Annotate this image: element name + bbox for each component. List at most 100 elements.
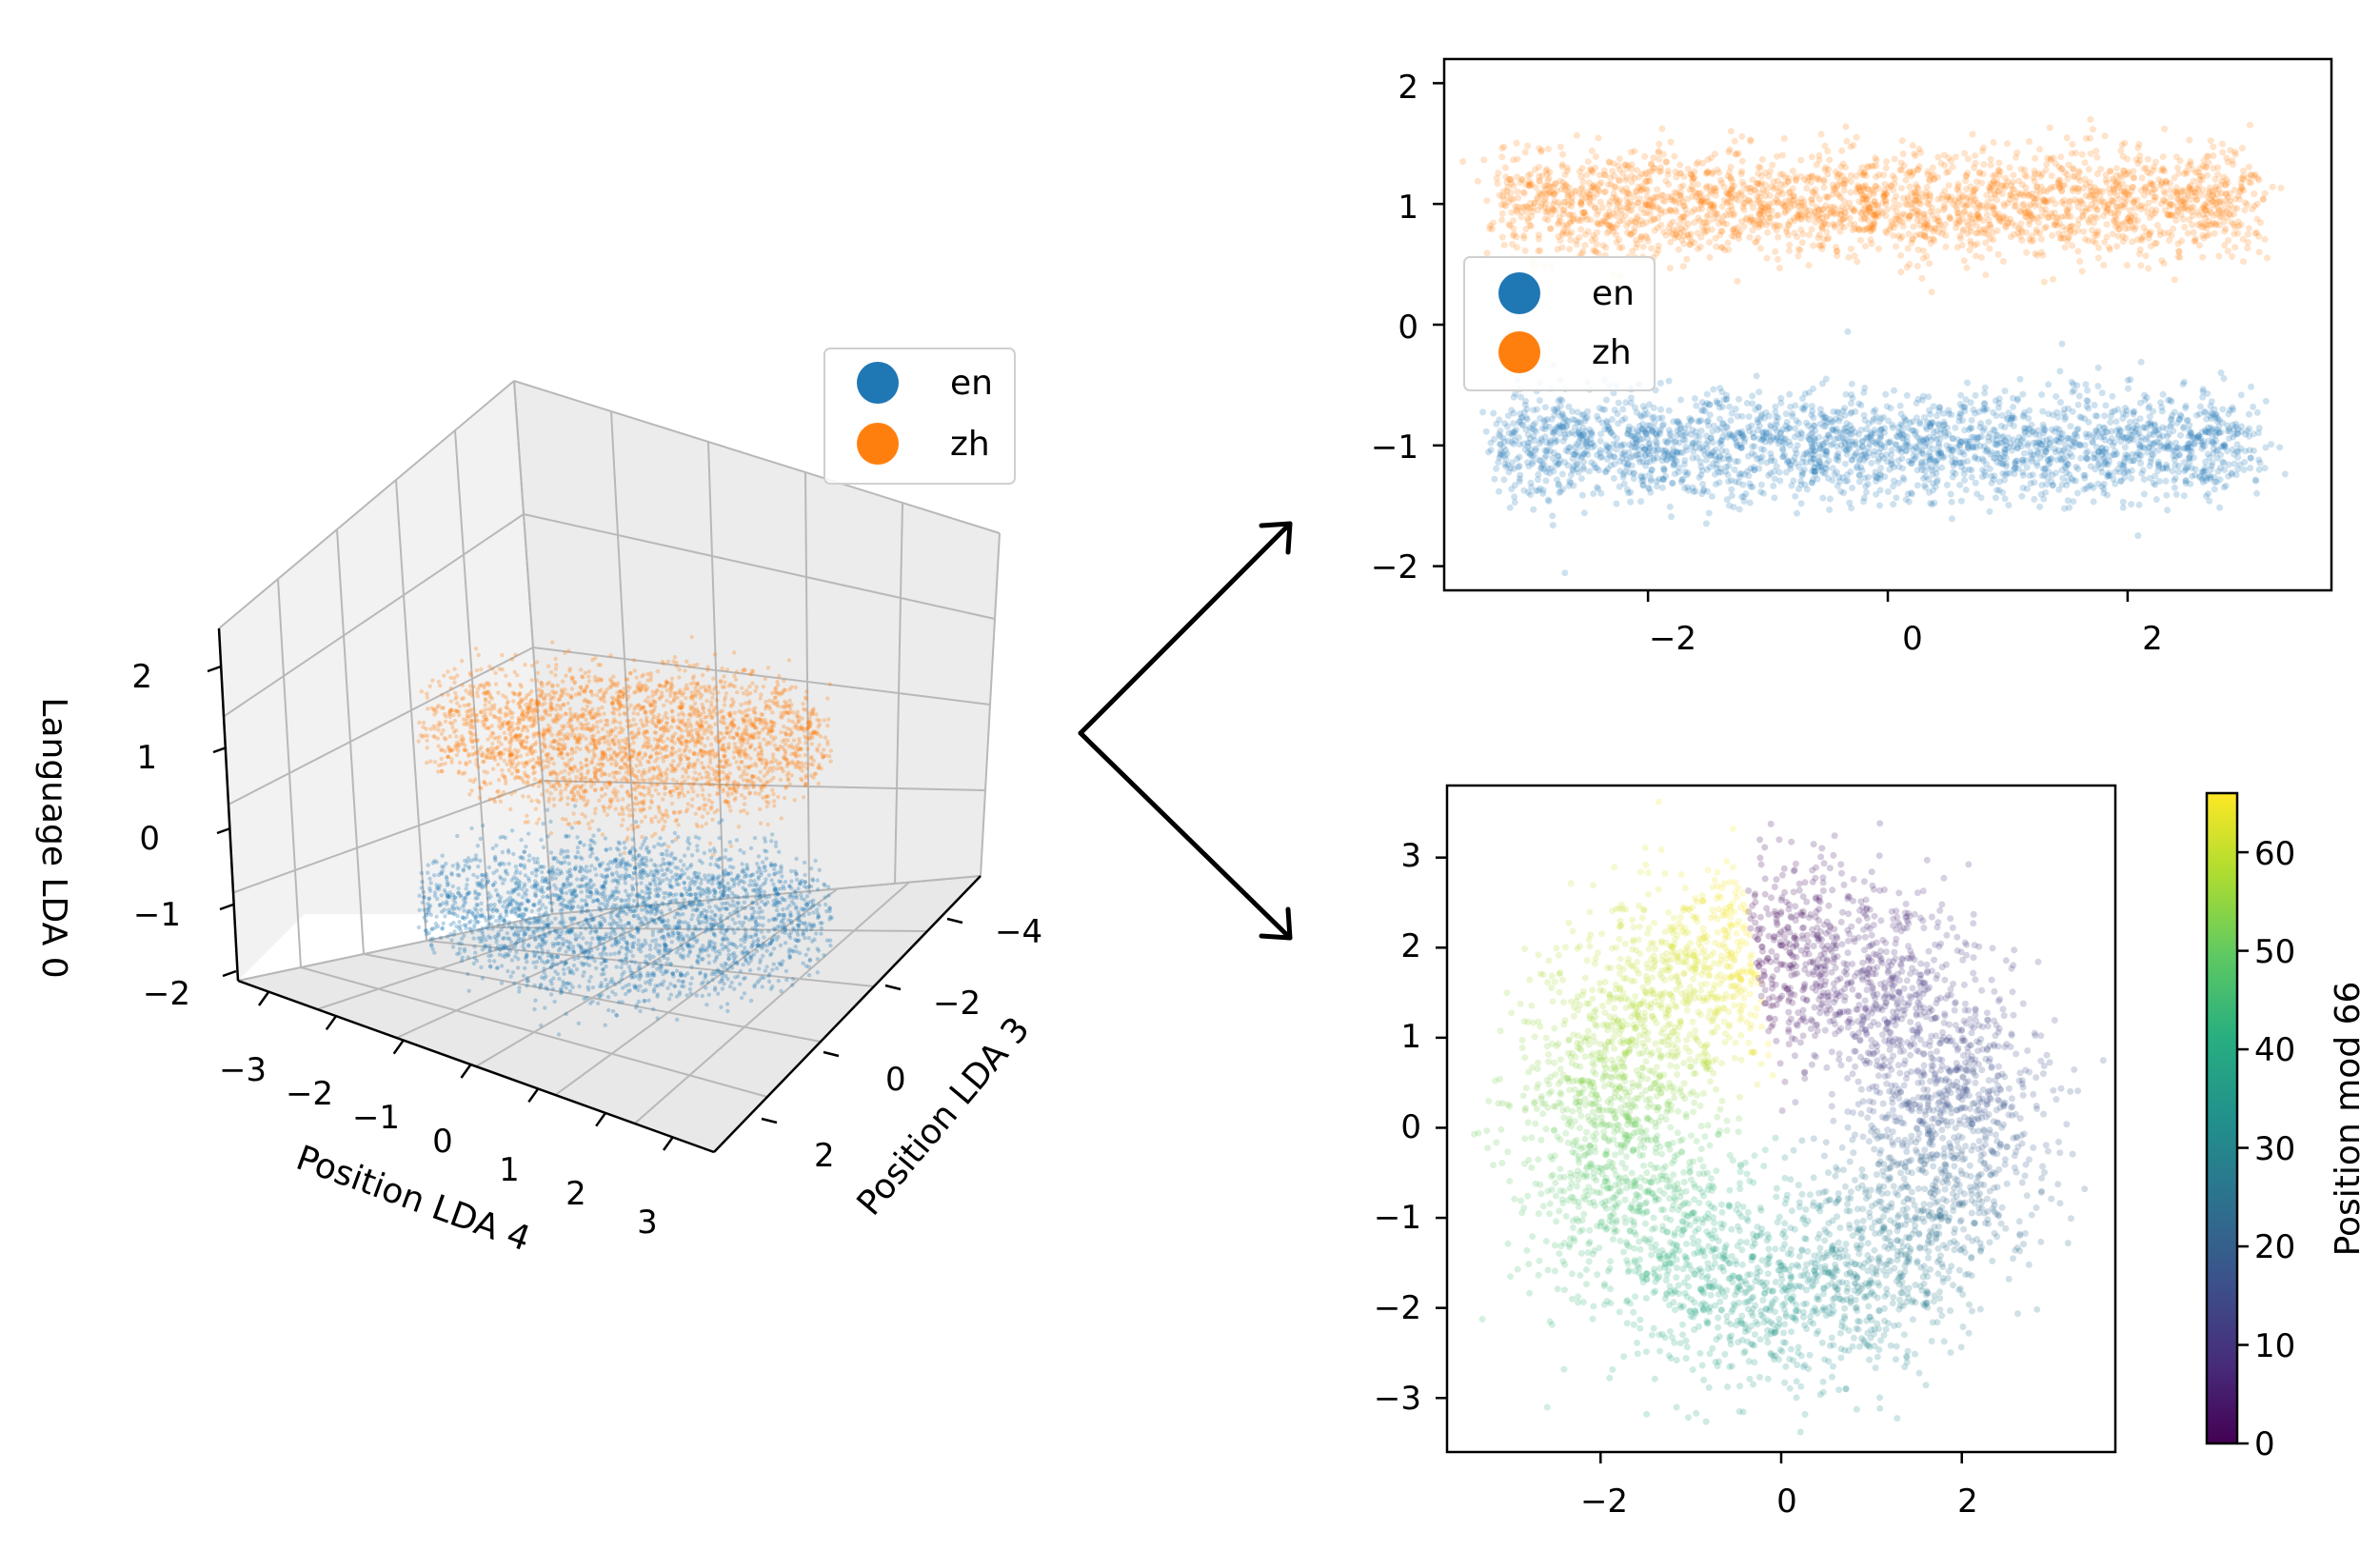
point-zh [540,792,545,797]
point-zh [707,689,712,694]
point-zh [477,747,482,752]
point-zh [605,812,610,817]
point-zh [502,759,507,764]
point-zh [613,719,619,724]
point-zh [695,824,701,829]
point-en [459,936,465,942]
point-zh [546,799,551,804]
point-en [634,905,639,910]
point-en [634,882,639,886]
point-en [749,915,755,920]
point-en [434,860,439,865]
point-en [540,879,545,884]
point-zh [669,749,674,755]
point-en [757,894,762,900]
point-en [660,901,664,905]
point-en [743,975,747,981]
point-en [750,942,755,946]
point-zh [707,712,713,718]
point-en [688,892,693,897]
point-en [680,904,684,908]
point-zh [474,667,480,673]
point-en [775,891,780,896]
point-en [510,887,515,892]
point-zh [636,778,641,783]
point-en [452,895,457,900]
point-zh [649,820,654,825]
point-zh [803,752,808,758]
point-zh [546,680,552,686]
point-zh [603,782,607,786]
point-en [485,874,489,880]
point-en [479,872,485,878]
point-en [768,986,774,991]
point-en [732,881,737,885]
point-en [557,976,562,982]
point-en [712,959,717,964]
point-zh [578,722,584,726]
point-en [466,856,471,861]
point-en [545,834,550,839]
point-en [664,867,669,872]
point-en [567,988,573,994]
point-en [734,945,740,949]
point-zh [622,710,627,716]
point-en [623,877,627,882]
point-en [529,885,535,889]
point-en [659,909,664,914]
point-zh [530,710,536,715]
point-en [701,980,705,985]
point-zh [555,703,560,708]
point-en [736,913,741,919]
point-zh [753,747,758,752]
point-zh [561,737,566,742]
point-en [824,938,830,943]
point-en [566,834,571,839]
point-zh [625,752,629,757]
point-en [559,960,564,965]
point-zh [691,681,697,686]
point-zh [473,647,479,651]
point-zh [529,697,534,703]
point-en [727,911,733,917]
point-zh [425,695,429,700]
point-en [638,1008,643,1014]
point-en [572,866,578,871]
point-en [455,862,460,866]
point-zh [593,655,598,661]
point-en [506,968,510,974]
point-en [720,901,724,906]
point-zh [603,792,607,797]
point-en [744,866,750,872]
point-en [426,910,431,915]
point-en [630,908,636,913]
point-zh [758,696,763,701]
point-zh [625,706,631,711]
point-en [542,865,546,869]
point-zh [765,731,770,736]
point-en [650,964,656,968]
point-zh [784,773,789,778]
point-en [665,866,670,871]
point-zh [593,787,598,793]
point-en [554,930,560,936]
point-en [655,885,661,891]
point-en [683,920,687,925]
point-en [726,887,732,892]
point-zh [517,701,522,706]
point-en [600,966,605,972]
point-en [616,925,621,929]
point-en [565,854,571,860]
point-zh [677,747,682,753]
point-zh [608,653,613,658]
point-zh [515,768,520,773]
point-zh [589,761,594,766]
point-en [762,836,767,841]
point-zh [770,787,775,793]
point-en [540,869,545,875]
point-zh [457,760,463,766]
point-zh [631,801,637,806]
point-en [814,907,820,912]
point-en [544,933,548,939]
